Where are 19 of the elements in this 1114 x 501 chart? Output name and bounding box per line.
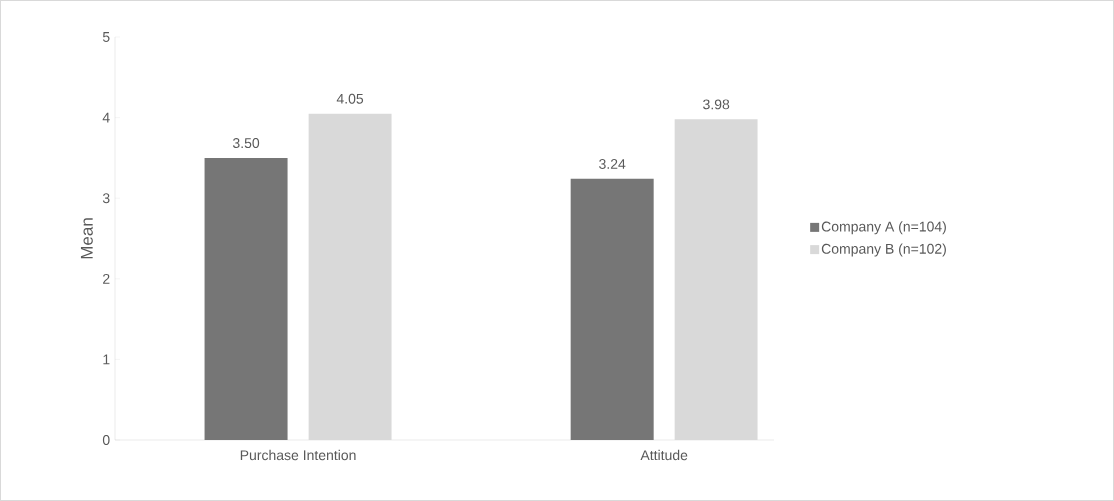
x-tick-label: Purchase Intention: [240, 449, 356, 461]
y-tick-label: 5: [102, 32, 110, 42]
y-tick-label: 2: [103, 273, 110, 284]
bar: [308, 113, 392, 440]
data-label: 4.05: [336, 93, 364, 104]
y-tick-label: 0: [102, 435, 110, 445]
bar: [204, 157, 288, 440]
bar: [570, 178, 654, 440]
data-label: 3.24: [599, 159, 626, 169]
bar: [674, 119, 758, 440]
y-tick-label: 1: [103, 354, 110, 365]
legend-label: Company A (n=104): [821, 221, 946, 235]
data-label: 3.50: [232, 138, 260, 149]
x-tick-label: Attitude: [640, 449, 688, 461]
y-axis-title: Mean: [80, 218, 93, 259]
y-tick-label: 4: [102, 112, 110, 123]
y-tick-label: 3: [102, 193, 110, 204]
data-label: 3.98: [703, 99, 730, 110]
legend-label: Company B (n=102): [821, 243, 946, 257]
